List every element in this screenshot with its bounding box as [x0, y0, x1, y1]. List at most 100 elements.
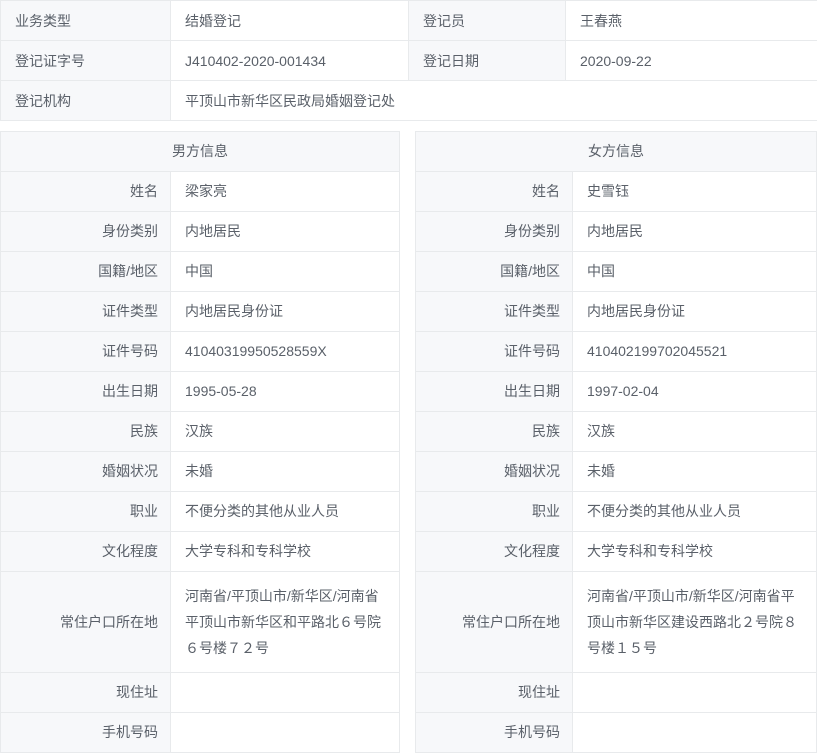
- male-info-table: 男方信息 姓名梁家亮身份类别内地居民国籍/地区中国证件类型内地居民身份证证件号码…: [0, 131, 400, 753]
- field-label-certificate-number: 登记证字号: [1, 41, 171, 81]
- table-row: 身份类别内地居民: [416, 212, 817, 252]
- field-value-female-ethnicity: 汉族: [573, 412, 817, 452]
- table-row: 证件类型内地居民身份证: [1, 292, 400, 332]
- field-value-female-marital-status: 未婚: [573, 452, 817, 492]
- field-label-male-household-registration-address: 常住户口所在地: [1, 572, 171, 673]
- field-value-registration-office: 平顶山市新华区民政局婚姻登记处: [171, 81, 817, 121]
- field-value-male-name: 梁家亮: [171, 172, 400, 212]
- field-value-female-birth-date: 1997-02-04: [573, 372, 817, 412]
- field-value-female-education-level: 大学专科和专科学校: [573, 532, 817, 572]
- field-label-male-id-number: 证件号码: [1, 332, 171, 372]
- table-row: 业务类型 结婚登记 登记员 王春燕: [1, 1, 817, 41]
- field-value-registration-date: 2020-09-22: [566, 41, 817, 81]
- table-row: 常住户口所在地河南省/平顶山市/新华区/河南省平顶山市新华区和平路北６号院６号楼…: [1, 572, 400, 673]
- field-value-male-id-number: 41040319950528559X: [171, 332, 400, 372]
- table-row: 男方信息: [1, 132, 400, 172]
- field-value-female-mobile-number: [573, 713, 817, 753]
- field-value-male-household-registration-address: 河南省/平顶山市/新华区/河南省平顶山市新华区和平路北６号院６号楼７２号: [171, 572, 400, 673]
- field-label-male-occupation: 职业: [1, 492, 171, 532]
- table-row: 姓名梁家亮: [1, 172, 400, 212]
- table-row: 手机号码: [1, 713, 400, 753]
- field-label-female-id-number: 证件号码: [416, 332, 573, 372]
- table-row: 婚姻状况未婚: [416, 452, 817, 492]
- field-label-female-ethnicity: 民族: [416, 412, 573, 452]
- field-label-male-name: 姓名: [1, 172, 171, 212]
- field-value-registrar: 王春燕: [566, 1, 817, 41]
- field-value-male-mobile-number: [171, 713, 400, 753]
- party-details-container: 男方信息 姓名梁家亮身份类别内地居民国籍/地区中国证件类型内地居民身份证证件号码…: [0, 131, 817, 753]
- female-section-title: 女方信息: [416, 132, 817, 172]
- field-label-registrar: 登记员: [409, 1, 566, 41]
- field-value-female-id-number: 410402199702045521: [573, 332, 817, 372]
- field-label-male-nationality-region: 国籍/地区: [1, 252, 171, 292]
- field-label-female-identity-category: 身份类别: [416, 212, 573, 252]
- field-label-male-ethnicity: 民族: [1, 412, 171, 452]
- field-label-female-nationality-region: 国籍/地区: [416, 252, 573, 292]
- field-label-male-education-level: 文化程度: [1, 532, 171, 572]
- male-section-title: 男方信息: [1, 132, 400, 172]
- female-info-table: 女方信息 姓名史雪钰身份类别内地居民国籍/地区中国证件类型内地居民身份证证件号码…: [415, 131, 817, 753]
- field-label-female-occupation: 职业: [416, 492, 573, 532]
- table-row: 女方信息: [416, 132, 817, 172]
- field-value-female-id-type: 内地居民身份证: [573, 292, 817, 332]
- table-row: 现住址: [1, 673, 400, 713]
- summary-table-body: 业务类型 结婚登记 登记员 王春燕 登记证字号 J410402-2020-001…: [1, 1, 817, 121]
- table-row: 民族汉族: [416, 412, 817, 452]
- field-label-registration-date: 登记日期: [409, 41, 566, 81]
- field-label-male-mobile-number: 手机号码: [1, 713, 171, 753]
- male-info-table-head: 男方信息: [1, 132, 400, 172]
- field-value-female-name: 史雪钰: [573, 172, 817, 212]
- table-row: 证件类型内地居民身份证: [416, 292, 817, 332]
- field-label-business-type: 业务类型: [1, 1, 171, 41]
- table-row: 文化程度大学专科和专科学校: [416, 532, 817, 572]
- table-row: 登记证字号 J410402-2020-001434 登记日期 2020-09-2…: [1, 41, 817, 81]
- registration-summary-table: 业务类型 结婚登记 登记员 王春燕 登记证字号 J410402-2020-001…: [0, 0, 817, 121]
- table-row: 职业不便分类的其他从业人员: [416, 492, 817, 532]
- field-value-business-type: 结婚登记: [171, 1, 409, 41]
- field-label-female-current-address: 现住址: [416, 673, 573, 713]
- field-value-male-birth-date: 1995-05-28: [171, 372, 400, 412]
- field-value-male-current-address: [171, 673, 400, 713]
- table-row: 姓名史雪钰: [416, 172, 817, 212]
- table-row: 婚姻状况未婚: [1, 452, 400, 492]
- field-label-male-id-type: 证件类型: [1, 292, 171, 332]
- field-value-male-nationality-region: 中国: [171, 252, 400, 292]
- field-label-male-marital-status: 婚姻状况: [1, 452, 171, 492]
- female-info-table-head: 女方信息: [416, 132, 817, 172]
- field-value-female-current-address: [573, 673, 817, 713]
- field-value-female-identity-category: 内地居民: [573, 212, 817, 252]
- table-row: 登记机构 平顶山市新华区民政局婚姻登记处: [1, 81, 817, 121]
- field-label-male-birth-date: 出生日期: [1, 372, 171, 412]
- field-label-female-education-level: 文化程度: [416, 532, 573, 572]
- table-row: 民族汉族: [1, 412, 400, 452]
- female-info-panel: 女方信息 姓名史雪钰身份类别内地居民国籍/地区中国证件类型内地居民身份证证件号码…: [415, 131, 817, 753]
- field-value-male-marital-status: 未婚: [171, 452, 400, 492]
- table-row: 手机号码: [416, 713, 817, 753]
- table-row: 身份类别内地居民: [1, 212, 400, 252]
- field-value-male-occupation: 不便分类的其他从业人员: [171, 492, 400, 532]
- field-value-male-id-type: 内地居民身份证: [171, 292, 400, 332]
- field-label-male-identity-category: 身份类别: [1, 212, 171, 252]
- table-row: 文化程度大学专科和专科学校: [1, 532, 400, 572]
- table-row: 国籍/地区中国: [1, 252, 400, 292]
- field-label-female-household-registration-address: 常住户口所在地: [416, 572, 573, 673]
- table-row: 常住户口所在地河南省/平顶山市/新华区/河南省平顶山市新华区建设西路北２号院８号…: [416, 572, 817, 673]
- field-label-female-mobile-number: 手机号码: [416, 713, 573, 753]
- field-value-male-ethnicity: 汉族: [171, 412, 400, 452]
- field-label-female-birth-date: 出生日期: [416, 372, 573, 412]
- field-label-female-name: 姓名: [416, 172, 573, 212]
- field-value-female-nationality-region: 中国: [573, 252, 817, 292]
- table-row: 职业不便分类的其他从业人员: [1, 492, 400, 532]
- field-label-male-current-address: 现住址: [1, 673, 171, 713]
- field-value-male-identity-category: 内地居民: [171, 212, 400, 252]
- field-value-female-household-registration-address: 河南省/平顶山市/新华区/河南省平顶山市新华区建设西路北２号院８号楼１５号: [573, 572, 817, 673]
- field-label-female-marital-status: 婚姻状况: [416, 452, 573, 492]
- field-label-registration-office: 登记机构: [1, 81, 171, 121]
- field-value-male-education-level: 大学专科和专科学校: [171, 532, 400, 572]
- field-value-female-occupation: 不便分类的其他从业人员: [573, 492, 817, 532]
- table-row: 现住址: [416, 673, 817, 713]
